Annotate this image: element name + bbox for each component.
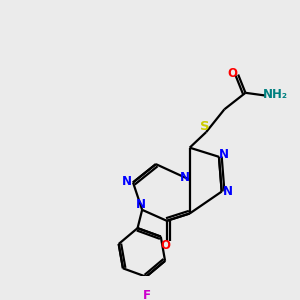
Text: N: N: [180, 171, 190, 184]
Text: F: F: [143, 289, 151, 300]
Text: N: N: [223, 185, 233, 198]
Text: N: N: [122, 175, 132, 188]
Text: N: N: [136, 198, 146, 212]
Text: O: O: [160, 239, 170, 252]
Text: NH₂: NH₂: [263, 88, 288, 101]
Text: O: O: [227, 67, 237, 80]
Text: S: S: [200, 120, 210, 133]
Text: N: N: [219, 148, 229, 161]
